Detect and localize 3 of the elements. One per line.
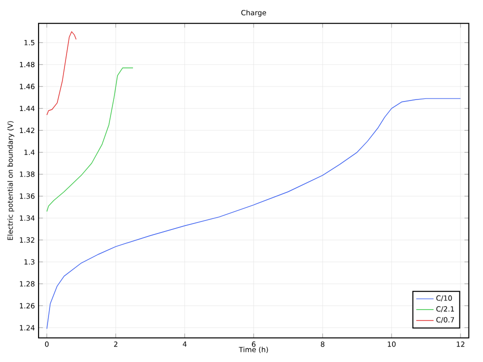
line-series [46,98,461,330]
line-series [46,67,134,212]
line-series [46,31,76,116]
